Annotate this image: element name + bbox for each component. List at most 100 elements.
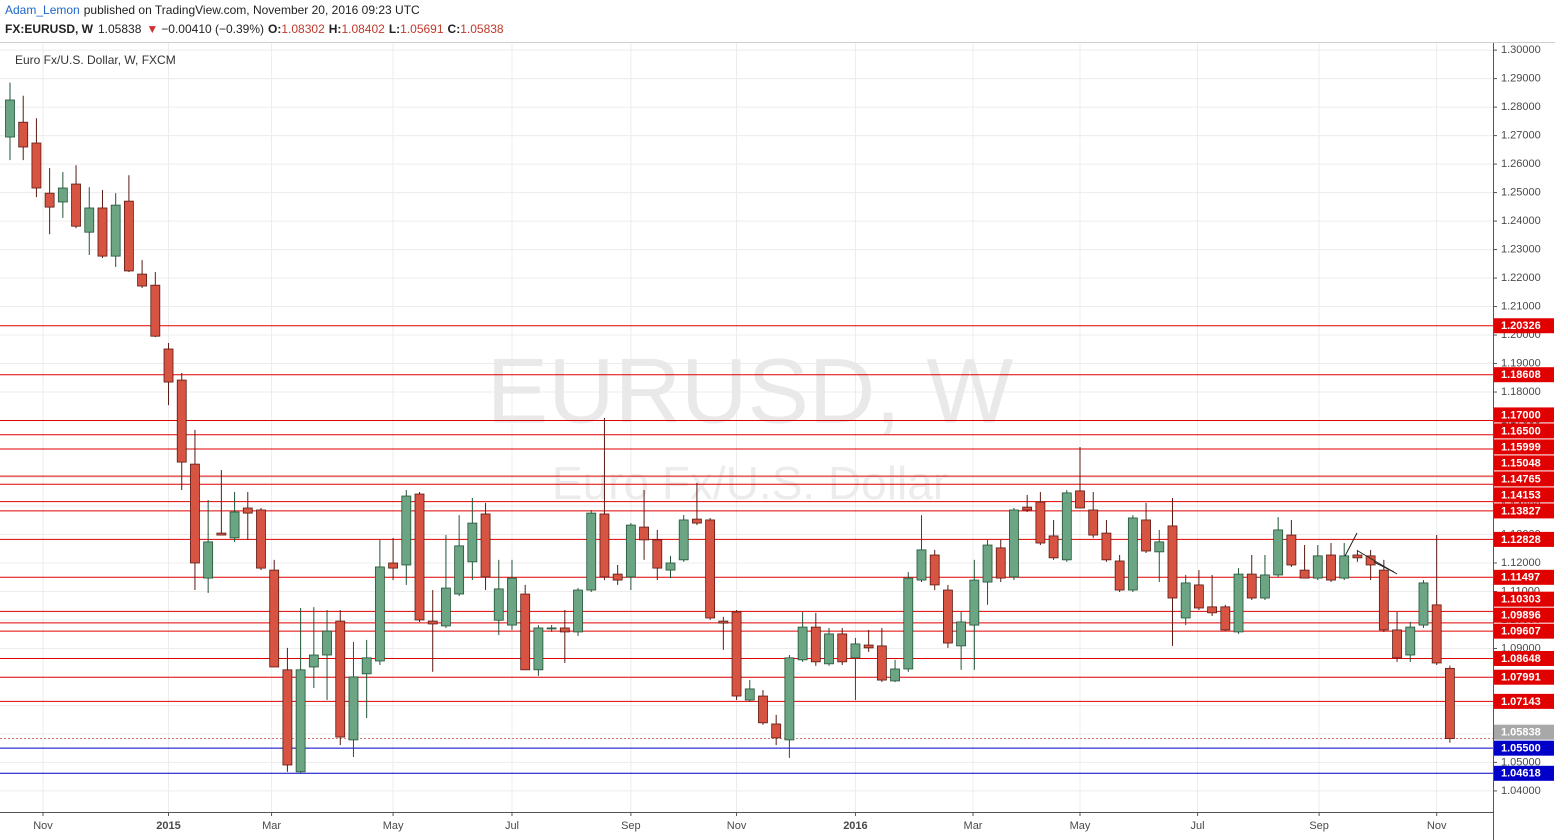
candle-body: [837, 633, 848, 663]
candle-body: [1101, 532, 1112, 561]
candle-body: [507, 577, 517, 626]
level-label: 1.10303: [1501, 594, 1541, 606]
candle-body: [1365, 555, 1376, 566]
candle-body: [71, 183, 81, 227]
price-labels: 1.04618 1.05500 1.05838 1.07143 1.07991 1.086…: [1494, 318, 1554, 781]
candle-body: [123, 200, 134, 272]
candle-body: [493, 588, 504, 621]
candle-body: [573, 589, 583, 633]
trend-line: [1373, 561, 1395, 573]
candle-body: [388, 562, 398, 569]
candle-body: [1022, 506, 1033, 511]
candle-body: [1378, 569, 1389, 631]
level-label-box: [1494, 765, 1554, 781]
candle-body: [1009, 509, 1019, 578]
candle-body: [797, 626, 808, 661]
candle-body: [348, 676, 359, 741]
y-tick-label: 1.12000: [1501, 557, 1541, 569]
symbol: FX:EURUSD, W: [5, 22, 94, 36]
y-tick-label: 1.04000: [1501, 785, 1541, 797]
candle-body: [1431, 604, 1442, 664]
x-tick-label: Nov: [1427, 820, 1447, 832]
level-label: 1.07991: [1501, 672, 1541, 684]
y-tick-label: 1.21000: [1501, 300, 1541, 312]
watermark-description: Euro Fx/U.S. Dollar: [552, 457, 948, 509]
candle-body: [916, 549, 927, 581]
level-label-box: [1494, 407, 1554, 423]
candle-body: [876, 645, 887, 681]
candle-body: [44, 192, 55, 208]
x-tick-label: Nov: [33, 820, 53, 832]
published-note: published on TradingView.com, November 2…: [84, 3, 420, 17]
level-label-box: [1494, 591, 1554, 607]
candle-body: [718, 620, 729, 624]
y-tick-label: 1.26000: [1501, 158, 1541, 170]
level-label: 1.13827: [1501, 505, 1541, 517]
candle-body: [203, 541, 214, 579]
candle-body: [480, 513, 491, 578]
y-tick-label: 1.25000: [1501, 186, 1541, 198]
candle-body: [190, 463, 200, 564]
close-label: C:: [448, 22, 461, 36]
author-link[interactable]: Adam_Lemon: [5, 3, 80, 17]
candle-body: [5, 99, 15, 138]
candle-body: [1392, 629, 1402, 659]
x-tick-label: May: [1070, 820, 1091, 832]
levels: [0, 325, 1493, 774]
candle-body: [1273, 529, 1284, 576]
x-tick-label: Sep: [621, 820, 641, 832]
level-label-box: [1494, 531, 1554, 547]
candle-body: [242, 507, 253, 514]
candle-body: [1286, 534, 1297, 566]
candle-body: [18, 121, 29, 148]
candle-body: [863, 644, 874, 649]
candle-body: [256, 509, 266, 569]
level-label: 1.09607: [1501, 626, 1541, 638]
candle-body: [692, 518, 702, 524]
candle-body: [1339, 555, 1350, 579]
candle-body: [1233, 573, 1244, 633]
high-label: H:: [329, 22, 342, 36]
candle-body: [1418, 582, 1429, 626]
candle-body: [850, 643, 861, 659]
level-label: 1.14153: [1501, 489, 1541, 501]
level-label-box: [1494, 503, 1554, 519]
candle-body: [1088, 509, 1099, 536]
x-tick-label: 2016: [843, 820, 867, 832]
candle-body: [110, 204, 121, 257]
candle-body: [943, 589, 953, 644]
candle-body: [1207, 606, 1218, 614]
header-line-1: Adam_Lemon published on TradingView.com, …: [5, 3, 420, 17]
drawings: [1344, 532, 1398, 575]
candle-body: [982, 544, 993, 583]
y-tick-label: 1.29000: [1501, 73, 1541, 85]
candle-body: [150, 284, 161, 337]
candle-body: [1220, 606, 1231, 631]
candle-body: [1035, 501, 1046, 544]
candle-body: [1260, 574, 1270, 599]
candle-body: [1326, 554, 1336, 581]
candle-body: [731, 611, 742, 697]
candle-body: [163, 348, 174, 383]
candle-body: [546, 627, 557, 630]
level-label-box: [1494, 471, 1554, 487]
candle-body: [322, 630, 332, 656]
level-label-box: [1494, 607, 1554, 623]
level-label: 1.15048: [1501, 457, 1541, 469]
trend-line: [1344, 532, 1358, 557]
level-label: 1.12828: [1501, 534, 1541, 546]
candle-body: [1312, 555, 1323, 579]
level-label: 1.16500: [1501, 425, 1541, 437]
level-label-box: [1494, 740, 1554, 756]
candle-body: [1405, 626, 1416, 656]
candle-body: [625, 524, 636, 578]
candle-body: [1048, 535, 1059, 559]
time-axis-background: [0, 812, 1493, 840]
candle-body: [216, 532, 227, 536]
candle-body: [890, 668, 900, 682]
level-label-box: [1494, 455, 1554, 471]
high-value: 1.08402: [341, 22, 385, 36]
x-tick-label: Sep: [1309, 820, 1329, 832]
y-tick-label: 1.05000: [1501, 756, 1541, 768]
